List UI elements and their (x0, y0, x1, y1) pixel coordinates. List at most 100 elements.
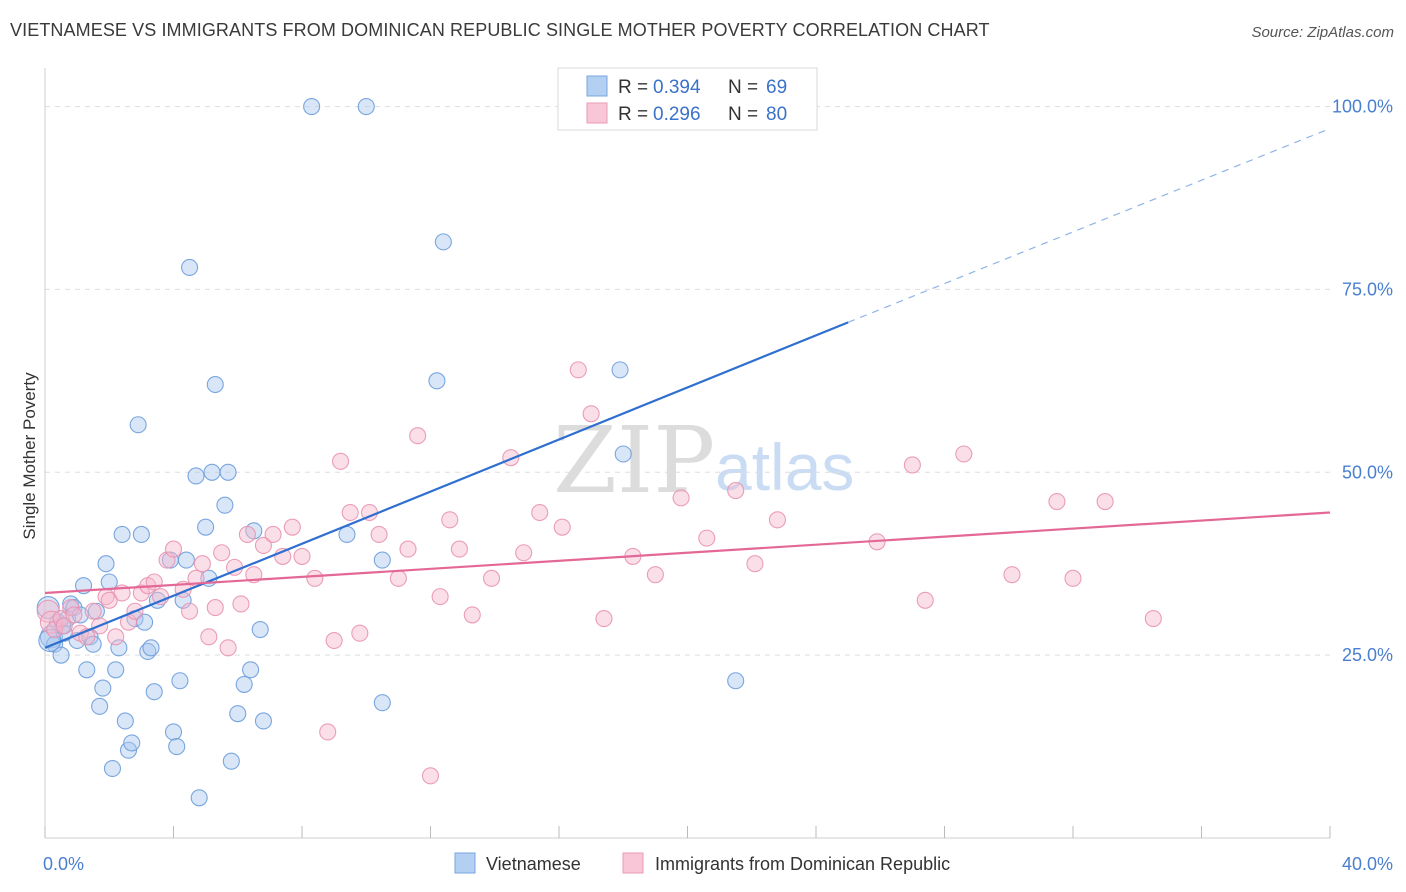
x-tick-labels: 0.0% 40.0% (43, 854, 1393, 874)
dominican-point (431, 588, 449, 606)
dominican-point (463, 606, 481, 624)
legend-n-label: N = (728, 104, 758, 125)
vietnamese-trend-extension (847, 127, 1331, 323)
vietnamese-point (171, 672, 189, 690)
correlation-legend: R = 0.394 N = 69 R = 0.296 N = 80 (557, 67, 818, 131)
axes (44, 68, 1331, 839)
x-tick-label: 0.0% (43, 854, 84, 874)
dominican-point (55, 617, 73, 635)
legend-r-value: 0.296 (653, 104, 701, 125)
vietnamese-point (103, 759, 122, 778)
dominican-point (421, 767, 440, 785)
vietnamese-point (303, 98, 321, 116)
vietnamese-point (197, 518, 215, 536)
y-tick-label: 50.0% (1342, 462, 1393, 482)
trend-lines (44, 127, 1331, 649)
dominican-point (370, 525, 388, 544)
legend-swatch-dominican (586, 102, 608, 124)
vietnamese-point (187, 467, 205, 485)
source-label: Source: ZipAtlas.com (1251, 24, 1394, 41)
dominican-point (319, 723, 337, 741)
dominican-point (238, 525, 256, 544)
dominican-point (164, 540, 183, 558)
vietnamese-point (254, 712, 273, 730)
dominican-point (84, 602, 102, 620)
vietnamese-point (242, 661, 260, 679)
dominican-point (569, 361, 587, 379)
vietnamese-point (229, 705, 247, 723)
vietnamese-point (216, 496, 234, 514)
dominican-point (698, 529, 716, 547)
dominican-point (389, 569, 407, 587)
y-tick-label: 25.0% (1342, 645, 1393, 665)
dominican-point (672, 489, 690, 507)
dominican-point (409, 427, 427, 445)
vietnamese-point (434, 233, 452, 251)
watermark-atlas: atlas (715, 430, 854, 504)
dominican-point (193, 555, 211, 573)
legend-r-label: R = (618, 104, 648, 125)
dominican-point (1064, 569, 1082, 587)
vietnamese-point (190, 789, 208, 807)
dominican-point (200, 628, 218, 646)
vietnamese-point (94, 679, 112, 697)
legend-label-dominican: Immigrants from Dominican Republic (655, 854, 950, 874)
dominican-point (206, 599, 224, 617)
dominican-point (916, 591, 934, 609)
dominican-point (1096, 492, 1114, 511)
dominican-point (331, 452, 350, 470)
legend-swatch-vietnamese (454, 852, 476, 874)
dominican-point (293, 547, 311, 565)
dominican-point (746, 555, 764, 573)
dominican-trend-line (44, 511, 1331, 595)
dominican-point (441, 511, 459, 529)
vietnamese-point (110, 639, 128, 657)
dominican-point (553, 518, 571, 536)
watermark-zip: ZIP (553, 407, 715, 514)
dominican-point (1048, 492, 1066, 511)
dominican-point (515, 544, 533, 562)
dominican-point (254, 536, 273, 554)
vietnamese-point (164, 723, 183, 741)
dominican-point (181, 602, 199, 620)
legend-r-label: R = (618, 77, 648, 98)
vietnamese-point (142, 639, 160, 657)
dominican-point (46, 620, 64, 639)
dominican-point (100, 591, 118, 609)
vietnamese-point (78, 661, 96, 679)
dominican-point (264, 525, 282, 544)
vietnamese-point (116, 712, 134, 730)
vietnamese-point (91, 697, 109, 715)
dominican-point (727, 482, 745, 500)
vietnamese-point (373, 551, 391, 569)
vietnamese-point (611, 361, 629, 379)
vietnamese-point (428, 372, 446, 390)
vietnamese-point (222, 752, 240, 770)
dominican-point (955, 445, 973, 463)
vietnamese-trend-line (44, 321, 849, 649)
dominican-point (482, 569, 501, 587)
dominican-point (351, 624, 369, 642)
dominican-point (283, 518, 301, 536)
legend-r-value: 0.394 (653, 77, 701, 98)
vietnamese-point (251, 620, 269, 639)
vietnamese-point (52, 646, 70, 664)
dominican-point (531, 503, 549, 522)
dominican-point (325, 631, 343, 650)
vietnamese-point (123, 734, 141, 752)
dominican-point (145, 573, 163, 591)
legend-n-value: 80 (766, 104, 787, 125)
y-tick-label: 100.0% (1332, 97, 1393, 117)
y-axis-title: Single Mother Poverty (20, 372, 39, 540)
vietnamese-point (235, 675, 253, 693)
vietnamese-point (168, 738, 186, 756)
dominican-point (65, 606, 83, 624)
vietnamese-point (203, 463, 221, 481)
dominican-point (213, 544, 231, 562)
dominican-point (158, 551, 176, 569)
legend-swatch-dominican (622, 852, 644, 874)
vietnamese-point (357, 98, 375, 116)
dominican-points (36, 361, 1162, 785)
dominican-point (107, 628, 125, 646)
